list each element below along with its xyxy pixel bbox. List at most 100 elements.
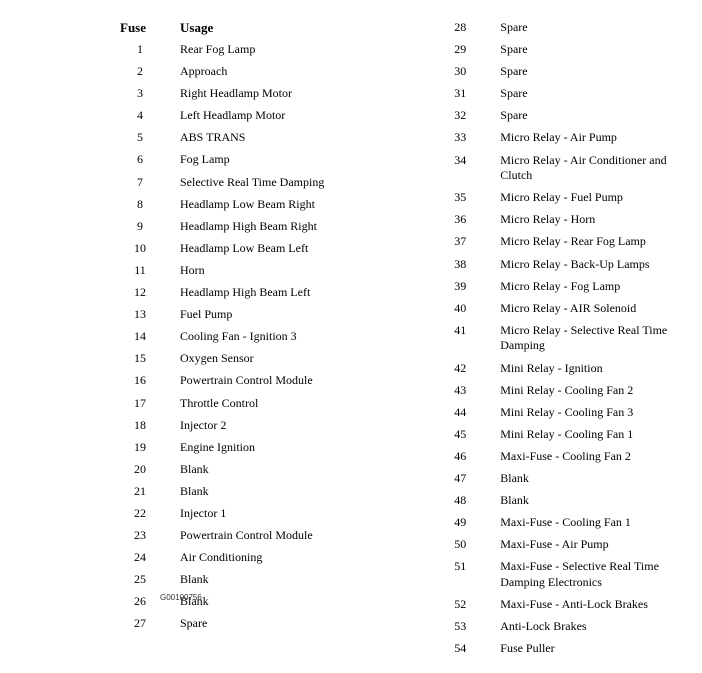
fuse-usage: Headlamp High Beam Right xyxy=(180,219,370,235)
table-row: 38Micro Relay - Back-Up Lamps xyxy=(440,257,672,273)
table-row: 28Spare xyxy=(440,20,672,36)
fuse-usage: Left Headlamp Motor xyxy=(180,108,370,124)
fuse-number: 36 xyxy=(440,212,500,228)
fuse-number: 8 xyxy=(120,197,180,213)
fuse-usage: Injector 1 xyxy=(180,506,370,522)
left-column: Fuse Usage 1Rear Fog Lamp2Approach3Right… xyxy=(120,20,370,663)
fuse-usage: Micro Relay - Fuel Pump xyxy=(500,190,672,206)
fuse-usage: Maxi-Fuse - Anti-Lock Brakes xyxy=(500,597,672,613)
fuse-usage: Right Headlamp Motor xyxy=(180,86,370,102)
fuse-number: 31 xyxy=(440,86,500,102)
fuse-usage: Micro Relay - Air Pump xyxy=(500,130,672,146)
table-row: 54Fuse Puller xyxy=(440,641,672,657)
table-row: 2Approach xyxy=(120,64,370,80)
table-row: 1Rear Fog Lamp xyxy=(120,42,370,58)
fuse-usage: Approach xyxy=(180,64,370,80)
fuse-number: 47 xyxy=(440,471,500,487)
fuse-usage: Spare xyxy=(180,616,370,632)
table-row: 15Oxygen Sensor xyxy=(120,351,370,367)
fuse-number: 14 xyxy=(120,329,180,345)
fuse-number: 3 xyxy=(120,86,180,102)
fuse-number: 48 xyxy=(440,493,500,509)
table-row: 13Fuel Pump xyxy=(120,307,370,323)
fuse-number: 45 xyxy=(440,427,500,443)
fuse-number: 53 xyxy=(440,619,500,635)
fuse-usage: Headlamp High Beam Left xyxy=(180,285,370,301)
table-row: 11Horn xyxy=(120,263,370,279)
fuse-number: 2 xyxy=(120,64,180,80)
fuse-number: 10 xyxy=(120,241,180,257)
fuse-usage: Fuse Puller xyxy=(500,641,672,657)
fuse-usage: Cooling Fan - Ignition 3 xyxy=(180,329,370,345)
header-fuse: Fuse xyxy=(120,20,180,36)
fuse-number: 18 xyxy=(120,418,180,434)
fuse-number: 54 xyxy=(440,641,500,657)
fuse-number: 51 xyxy=(440,559,500,590)
fuse-usage: Micro Relay - Rear Fog Lamp xyxy=(500,234,672,250)
table-row: 52Maxi-Fuse - Anti-Lock Brakes xyxy=(440,597,672,613)
table-row: 41Micro Relay - Selective Real Time Damp… xyxy=(440,323,672,354)
fuse-number: 29 xyxy=(440,42,500,58)
fuse-number: 52 xyxy=(440,597,500,613)
fuse-number: 37 xyxy=(440,234,500,250)
fuse-usage: Micro Relay - Back-Up Lamps xyxy=(500,257,672,273)
fuse-number: 12 xyxy=(120,285,180,301)
fuse-number: 32 xyxy=(440,108,500,124)
table-row: 29Spare xyxy=(440,42,672,58)
fuse-number: 15 xyxy=(120,351,180,367)
table-row: 53Anti-Lock Brakes xyxy=(440,619,672,635)
table-row: 16Powertrain Control Module xyxy=(120,373,370,389)
table-row: 21Blank xyxy=(120,484,370,500)
fuse-usage: Injector 2 xyxy=(180,418,370,434)
table-row: 18Injector 2 xyxy=(120,418,370,434)
table-row: 47Blank xyxy=(440,471,672,487)
fuse-usage: Micro Relay - Fog Lamp xyxy=(500,279,672,295)
table-row: 44Mini Relay - Cooling Fan 3 xyxy=(440,405,672,421)
fuse-usage: Maxi-Fuse - Air Pump xyxy=(500,537,672,553)
table-row: 22Injector 1 xyxy=(120,506,370,522)
fuse-number: 23 xyxy=(120,528,180,544)
fuse-number: 35 xyxy=(440,190,500,206)
fuse-number: 43 xyxy=(440,383,500,399)
table-row: 23Powertrain Control Module xyxy=(120,528,370,544)
fuse-number: 11 xyxy=(120,263,180,279)
fuse-number: 1 xyxy=(120,42,180,58)
fuse-usage: Horn xyxy=(180,263,370,279)
fuse-number: 46 xyxy=(440,449,500,465)
fuse-number: 25 xyxy=(120,572,180,588)
fuse-number: 22 xyxy=(120,506,180,522)
fuse-number: 20 xyxy=(120,462,180,478)
fuse-number: 19 xyxy=(120,440,180,456)
table-row: 25Blank xyxy=(120,572,370,588)
table-row: 36Micro Relay - Horn xyxy=(440,212,672,228)
table-row: 39Micro Relay - Fog Lamp xyxy=(440,279,672,295)
fuse-number: 27 xyxy=(120,616,180,632)
fuse-number: 13 xyxy=(120,307,180,323)
fuse-usage: ABS TRANS xyxy=(180,130,370,146)
fuse-number: 7 xyxy=(120,175,180,191)
fuse-number: 49 xyxy=(440,515,500,531)
fuse-usage: Maxi-Fuse - Cooling Fan 1 xyxy=(500,515,672,531)
table-row: 14Cooling Fan - Ignition 3 xyxy=(120,329,370,345)
fuse-table-page: Fuse Usage 1Rear Fog Lamp2Approach3Right… xyxy=(0,0,702,673)
table-row: 5ABS TRANS xyxy=(120,130,370,146)
table-row: 6Fog Lamp xyxy=(120,152,370,168)
fuse-number: 30 xyxy=(440,64,500,80)
fuse-number: 5 xyxy=(120,130,180,146)
fuse-usage: Micro Relay - Selective Real Time Dampin… xyxy=(500,323,672,354)
fuse-number: 4 xyxy=(120,108,180,124)
fuse-number: 33 xyxy=(440,130,500,146)
table-row: 33Micro Relay - Air Pump xyxy=(440,130,672,146)
fuse-number: 21 xyxy=(120,484,180,500)
fuse-number: 44 xyxy=(440,405,500,421)
fuse-usage: Fog Lamp xyxy=(180,152,370,168)
table-row: 24Air Conditioning xyxy=(120,550,370,566)
fuse-usage: Micro Relay - AIR Solenoid xyxy=(500,301,672,317)
table-row: 31Spare xyxy=(440,86,672,102)
table-row: 43Mini Relay - Cooling Fan 2 xyxy=(440,383,672,399)
fuse-usage: Rear Fog Lamp xyxy=(180,42,370,58)
table-row: 4Left Headlamp Motor xyxy=(120,108,370,124)
right-column: 28Spare29Spare30Spare31Spare32Spare33Mic… xyxy=(440,20,672,663)
fuse-usage: Spare xyxy=(500,42,672,58)
table-row: 48Blank xyxy=(440,493,672,509)
